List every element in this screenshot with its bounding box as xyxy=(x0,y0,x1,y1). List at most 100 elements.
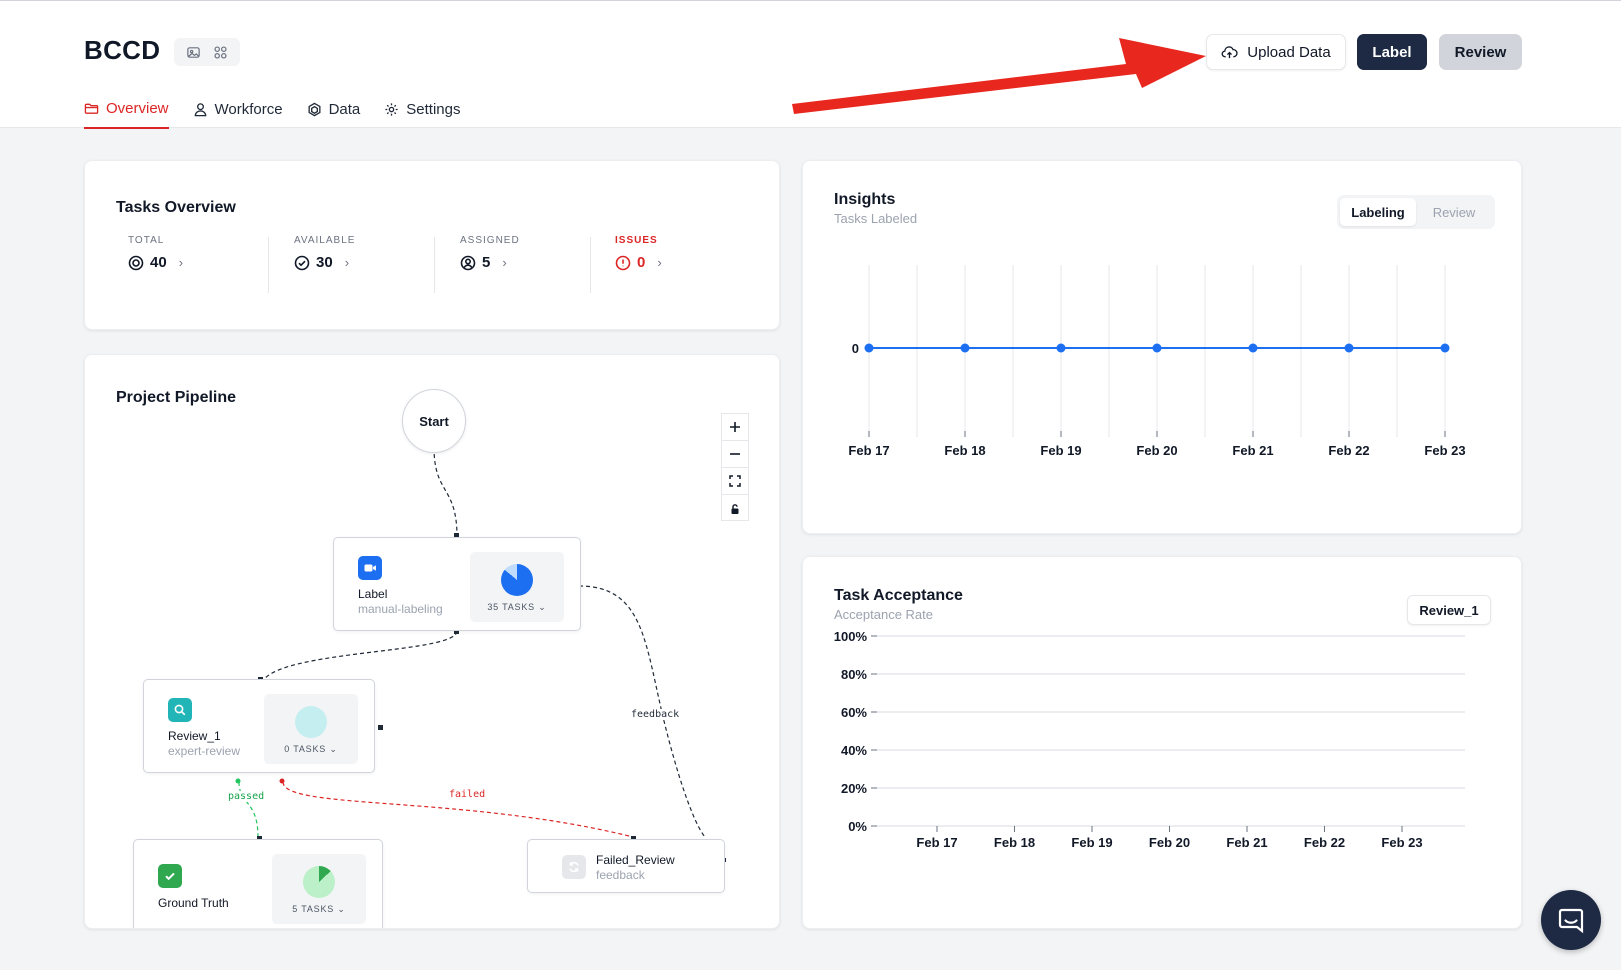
handle xyxy=(454,629,459,634)
edge-start-label xyxy=(433,446,458,538)
tab-data[interactable]: Data xyxy=(307,95,361,129)
stat-total[interactable]: TOTAL 40 › xyxy=(128,235,183,291)
x-tick-label: Feb 21 xyxy=(1232,443,1273,458)
zoom-out-button[interactable] xyxy=(722,441,748,468)
plus-icon xyxy=(730,422,740,432)
edge-label-feedback: feedback xyxy=(629,709,682,720)
zoom-in-button[interactable] xyxy=(722,414,748,441)
upload-data-label: Upload Data xyxy=(1247,43,1331,61)
review-button[interactable]: Review xyxy=(1439,34,1522,70)
tab-data-label: Data xyxy=(328,100,361,118)
dataset-icon xyxy=(308,102,321,116)
label-node-type: manual-labeling xyxy=(358,602,443,616)
x-tick-label: Feb 23 xyxy=(1381,835,1422,850)
ground-truth-progress-pie xyxy=(303,866,335,898)
insights-toggle: Labeling Review xyxy=(1337,195,1495,229)
stat-divider xyxy=(434,237,435,293)
stat-assigned[interactable]: ASSIGNED 5 › xyxy=(460,235,520,291)
handle xyxy=(235,778,241,784)
data-point xyxy=(960,343,970,353)
ground-truth-tasks-dropdown[interactable]: 5 TASKS ⌄ xyxy=(272,854,366,924)
y-tick-label: 20% xyxy=(841,781,867,796)
handle xyxy=(631,836,636,841)
annotation-arrow xyxy=(792,38,1206,114)
stat-available[interactable]: AVAILABLE 30 › xyxy=(294,235,355,291)
y-tick-label: 40% xyxy=(841,743,867,758)
y-tick-label: 80% xyxy=(841,667,867,682)
tasks-overview-title: Tasks Overview xyxy=(116,199,236,216)
x-tick-label: Feb 20 xyxy=(1149,835,1190,850)
tab-overview-label: Overview xyxy=(106,99,169,117)
tab-workforce-label: Workforce xyxy=(214,100,283,118)
acceptance-subtitle: Acceptance Rate xyxy=(834,607,934,622)
x-tick-label: Feb 18 xyxy=(994,835,1035,850)
upload-data-button[interactable]: Upload Data xyxy=(1206,34,1346,70)
tab-settings[interactable]: Settings xyxy=(384,95,460,129)
failed-review-type: feedback xyxy=(596,868,645,882)
stat-issues-value: 0 xyxy=(637,254,646,271)
stat-issues[interactable]: ISSUES 0 › xyxy=(615,235,662,291)
label-node-name: Label xyxy=(358,587,388,601)
chevron-right-icon: › xyxy=(502,255,507,270)
review-node-type: expert-review xyxy=(168,744,241,758)
project-title: BCCD xyxy=(84,35,161,65)
check-square-icon xyxy=(158,864,182,888)
user-icon xyxy=(194,102,206,116)
project-view-icons xyxy=(174,38,240,66)
image-icon[interactable] xyxy=(186,45,201,60)
y-tick-label: 60% xyxy=(841,705,867,720)
failed-review-node[interactable]: Failed_Review feedback xyxy=(527,839,725,893)
data-point xyxy=(1344,343,1354,353)
review-progress-pie xyxy=(295,706,327,738)
review-stage-node[interactable]: Review_1 expert-review 0 TASKS ⌄ xyxy=(143,679,375,773)
fit-view-button[interactable] xyxy=(722,468,748,495)
cloud-upload-icon xyxy=(1221,45,1238,58)
y-tick-label: 0 xyxy=(852,341,859,356)
stat-divider xyxy=(590,237,591,293)
x-tick-label: Feb 21 xyxy=(1226,835,1267,850)
label-button[interactable]: Label xyxy=(1357,34,1427,70)
y-tick-label: 0% xyxy=(848,819,867,834)
folder-icon xyxy=(84,103,99,114)
chevron-down-icon: ⌄ xyxy=(538,602,547,612)
start-node[interactable]: Start xyxy=(402,389,466,453)
ground-truth-node[interactable]: Ground Truth 5 TASKS ⌄ xyxy=(133,839,383,928)
stat-available-value: 30 xyxy=(316,254,333,271)
x-tick-label: Feb 23 xyxy=(1424,443,1465,458)
chevron-down-icon: ⌄ xyxy=(329,744,338,754)
pipeline-title: Project Pipeline xyxy=(116,389,237,406)
stat-divider xyxy=(268,237,269,293)
user-circle-icon xyxy=(460,255,476,270)
tab-overview[interactable]: Overview xyxy=(84,95,169,129)
chat-launcher-button[interactable] xyxy=(1541,890,1601,950)
stat-issues-label: ISSUES xyxy=(615,235,658,246)
chevron-right-icon: › xyxy=(344,255,350,270)
grid-icon[interactable] xyxy=(213,45,228,60)
chat-icon xyxy=(1558,908,1584,934)
toggle-labeling[interactable]: Labeling xyxy=(1340,198,1416,226)
insights-subtitle: Tasks Labeled xyxy=(834,211,918,226)
tasks-overview-card: Tasks Overview TOTAL 40 › AVAILABLE 30 ›… xyxy=(84,160,780,330)
data-point xyxy=(1248,343,1258,353)
tab-settings-label: Settings xyxy=(406,100,461,118)
search-review-icon xyxy=(168,698,192,722)
stat-available-label: AVAILABLE xyxy=(294,235,356,246)
stat-total-label: TOTAL xyxy=(128,235,165,246)
edge-passed xyxy=(238,781,259,838)
edge-label-failed-text: failed xyxy=(447,789,488,800)
x-tick-label: Feb 22 xyxy=(1328,443,1369,458)
tab-workforce[interactable]: Workforce xyxy=(193,95,283,129)
x-tick-label: Feb 19 xyxy=(1071,835,1112,850)
x-tick-label: Feb 17 xyxy=(848,443,889,458)
handle xyxy=(454,533,459,538)
label-stage-node[interactable]: Label manual-labeling 35 TASKS ⌄ xyxy=(333,537,581,631)
lock-button[interactable] xyxy=(722,495,748,522)
review-selector[interactable]: Review_1 xyxy=(1407,595,1491,625)
review-tasks-dropdown[interactable]: 0 TASKS ⌄ xyxy=(264,694,358,764)
label-tasks-dropdown[interactable]: 35 TASKS ⌄ xyxy=(470,552,564,622)
refresh-icon xyxy=(562,855,586,879)
target-icon xyxy=(128,255,144,270)
chevron-right-icon: › xyxy=(657,255,662,270)
toggle-review[interactable]: Review xyxy=(1432,204,1476,220)
task-acceptance-card: Task Acceptance Acceptance Rate Review_1… xyxy=(802,556,1522,929)
